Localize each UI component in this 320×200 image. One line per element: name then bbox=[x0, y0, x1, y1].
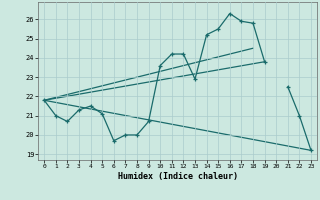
X-axis label: Humidex (Indice chaleur): Humidex (Indice chaleur) bbox=[118, 172, 238, 181]
